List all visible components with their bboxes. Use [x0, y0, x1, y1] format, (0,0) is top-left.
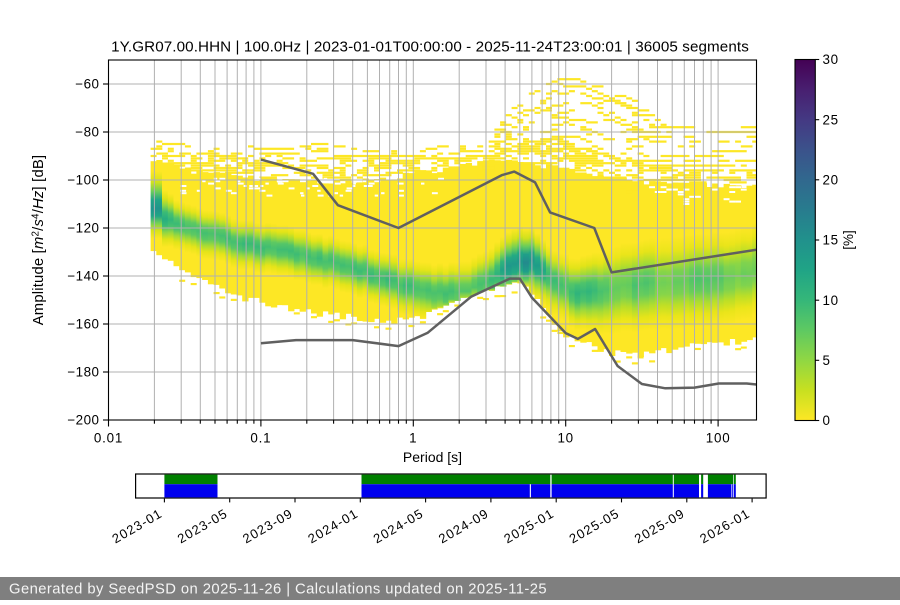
svg-text:30: 30: [823, 52, 839, 67]
svg-text:Generated by SeedPSD on 2025-1: Generated by SeedPSD on 2025-11-26 | Cal…: [9, 582, 547, 598]
svg-text:0.01: 0.01: [94, 431, 123, 446]
svg-text:−140: −140: [67, 269, 99, 284]
svg-text:Period [s]: Period [s]: [403, 449, 462, 465]
svg-text:5: 5: [823, 353, 831, 368]
svg-text:[%]: [%]: [841, 230, 856, 250]
svg-text:−100: −100: [67, 173, 99, 188]
svg-text:−160: −160: [67, 317, 99, 332]
svg-text:1: 1: [409, 431, 417, 446]
svg-text:−60: −60: [75, 77, 99, 92]
svg-text:10: 10: [557, 431, 574, 446]
svg-text:0.1: 0.1: [250, 431, 271, 446]
svg-text:−80: −80: [75, 125, 99, 140]
svg-text:−120: −120: [67, 221, 99, 236]
svg-text:20: 20: [823, 173, 839, 188]
svg-text:1Y.GR07.00.HHN | 100.0Hz | 202: 1Y.GR07.00.HHN | 100.0Hz | 2023-01-01T00…: [111, 39, 749, 56]
svg-text:−180: −180: [67, 365, 99, 380]
svg-text:0: 0: [823, 413, 831, 428]
svg-text:10: 10: [823, 293, 839, 308]
svg-text:−200: −200: [67, 413, 99, 428]
svg-text:Amplitude [m2/s4/Hz] [dB]: Amplitude [m2/s4/Hz] [dB]: [30, 155, 47, 326]
svg-text:25: 25: [823, 112, 839, 127]
svg-text:15: 15: [823, 233, 839, 248]
svg-text:100: 100: [706, 431, 731, 446]
